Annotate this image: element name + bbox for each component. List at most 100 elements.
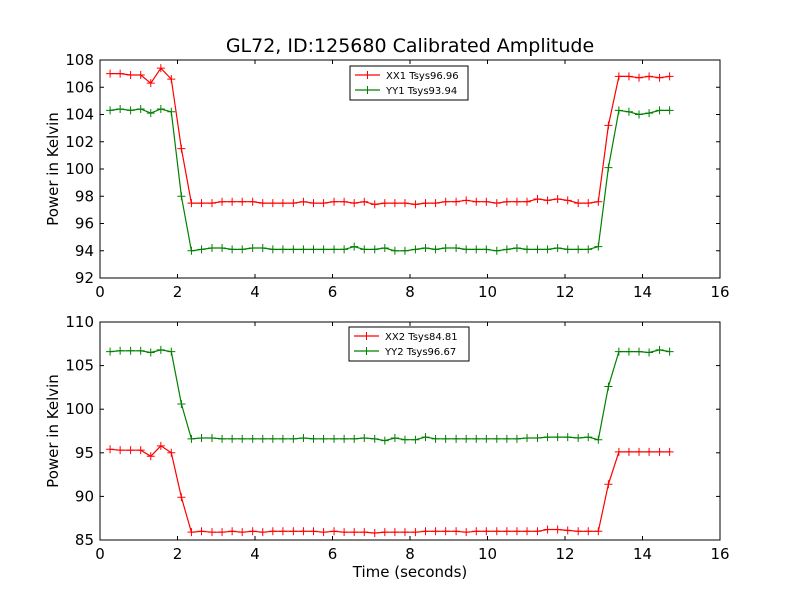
plot0-series-0-point	[309, 199, 318, 208]
plot1-xlabel: Time (seconds)	[352, 563, 468, 581]
plot1-series-1-point	[330, 434, 339, 443]
plot1-series-1-point	[156, 345, 165, 354]
plot1-series-0-point	[594, 527, 603, 536]
plot0-series-1-point	[350, 242, 359, 251]
plot1-series-1-point	[553, 433, 562, 442]
plot0-series-1-point	[380, 244, 389, 253]
plot1-series-1-point	[340, 434, 349, 443]
plot1-series-0-point	[584, 527, 593, 536]
plot0-series-0-point	[299, 197, 308, 206]
plot1-series-1-point	[482, 434, 491, 443]
plot0-series-1-point	[563, 245, 572, 254]
plot1-series-1-point	[218, 434, 227, 443]
plot1-series-0-point	[624, 447, 633, 456]
plot1-series-1-point	[289, 434, 298, 443]
plot1-ytick-label: 85	[75, 531, 94, 549]
plot0-series-0-point	[228, 197, 237, 206]
plot0-series-1-point	[452, 244, 461, 253]
plot0-series-0-point	[553, 194, 562, 203]
plot0-series-1-point	[431, 245, 440, 254]
plot0-series-0-point	[289, 199, 298, 208]
plot1-series-0-point	[574, 527, 583, 536]
plot1-series-1-point	[207, 433, 216, 442]
plot0-series-0-point	[452, 197, 461, 206]
plot1-xtick-label: 14	[633, 545, 652, 563]
plot0-series-1-point	[584, 245, 593, 254]
plot0-series-0-point	[665, 72, 674, 81]
plot1-series-0-point	[472, 527, 481, 536]
plot1-series-0-point	[360, 528, 369, 537]
plot1-series-1-point	[370, 434, 379, 443]
plot0-series-0-point	[268, 199, 277, 208]
plot1-series-1-point	[624, 347, 633, 356]
plot0-series-1-point	[635, 110, 644, 119]
plot1-series-0-point	[604, 480, 613, 489]
plot0-series-1-point	[624, 107, 633, 116]
plot0-series-0-point	[655, 73, 664, 82]
plot0-series-0-point	[340, 197, 349, 206]
plot0-ytick-label: 106	[65, 78, 94, 96]
plot1-series-0-point	[238, 528, 247, 537]
plot0-series-0-point	[218, 197, 227, 206]
plot0-series-1-point	[594, 242, 603, 251]
plot1-series-0-point	[502, 527, 511, 536]
plot0-series-1-point	[309, 245, 318, 254]
plot0-series-0-point	[400, 199, 409, 208]
plot0-series-1-point	[645, 109, 654, 118]
plot0-series-1-point	[360, 245, 369, 254]
plot1-series-1-point	[502, 434, 511, 443]
plot1-series-1-point	[106, 347, 115, 356]
plot0-series-1-point	[614, 106, 623, 115]
plot1-series-1-point	[462, 434, 471, 443]
plot0-series-0-point	[350, 199, 359, 208]
plot0-series-1-point	[482, 245, 491, 254]
plot0-xtick-label: 6	[328, 283, 338, 301]
plot0-series-1-point	[258, 244, 267, 253]
plot1-series-1-point	[543, 433, 552, 442]
plot0-ytick-label: 98	[75, 187, 94, 205]
plot1-series-0-point	[228, 527, 237, 536]
plot1-series-0-point	[380, 528, 389, 537]
plot0-series-0-point	[482, 197, 491, 206]
plot1-series-0-point	[370, 529, 379, 538]
plot1-series-1-point	[228, 434, 237, 443]
plot1-series-0-point	[512, 527, 521, 536]
plot1-series-0-point	[218, 528, 227, 537]
plot1-series-1-point	[299, 433, 308, 442]
plot0-xtick-label: 8	[405, 283, 415, 301]
plot1-series-1-point	[441, 434, 450, 443]
plot1-series-0-point	[258, 528, 267, 537]
plot1-xtick-label: 2	[173, 545, 183, 563]
plot1-series-0-point	[543, 525, 552, 534]
plot1-series-0-point	[400, 528, 409, 537]
plot1-series-1-point	[146, 348, 155, 357]
plot1-series-1-point	[167, 347, 176, 356]
plot0-legend-label-1: YY1 Tsys93.94	[385, 86, 457, 97]
plot0-legend: XX1 Tsys96.96 YY1 Tsys93.94	[349, 65, 469, 101]
plot0-series-1-point	[390, 246, 399, 255]
plot0-series-0-point	[533, 194, 542, 203]
plot0-ytick-label: 94	[75, 242, 94, 260]
plot0-series-0-point	[106, 69, 115, 78]
plot1-series-1-point	[390, 433, 399, 442]
plot1-series-0-point	[482, 527, 491, 536]
plot1-series-1-point	[116, 346, 125, 355]
plot1-series-1-point	[238, 434, 247, 443]
plot0-series-0-point	[574, 199, 583, 208]
plot1-series-0-point	[411, 528, 420, 537]
plot1-series-1-point	[452, 434, 461, 443]
plot1-ytick-label: 100	[65, 400, 94, 418]
plot1-series-0-point	[350, 528, 359, 537]
plot1-series-1-point	[665, 347, 674, 356]
plot1-series-1-point	[248, 434, 257, 443]
plot1-series-0-point	[156, 441, 165, 450]
plot1-series-1-point	[563, 433, 572, 442]
plot1-series-0-point	[126, 446, 135, 455]
plot0-legend-marker-0	[363, 71, 372, 79]
plot0-series-1-point	[238, 245, 247, 254]
plot1-series-1-point	[136, 346, 145, 355]
plot1-series-1-point	[411, 435, 420, 444]
plot1-xtick-label: 12	[555, 545, 574, 563]
plot1-series-1-point	[472, 434, 481, 443]
